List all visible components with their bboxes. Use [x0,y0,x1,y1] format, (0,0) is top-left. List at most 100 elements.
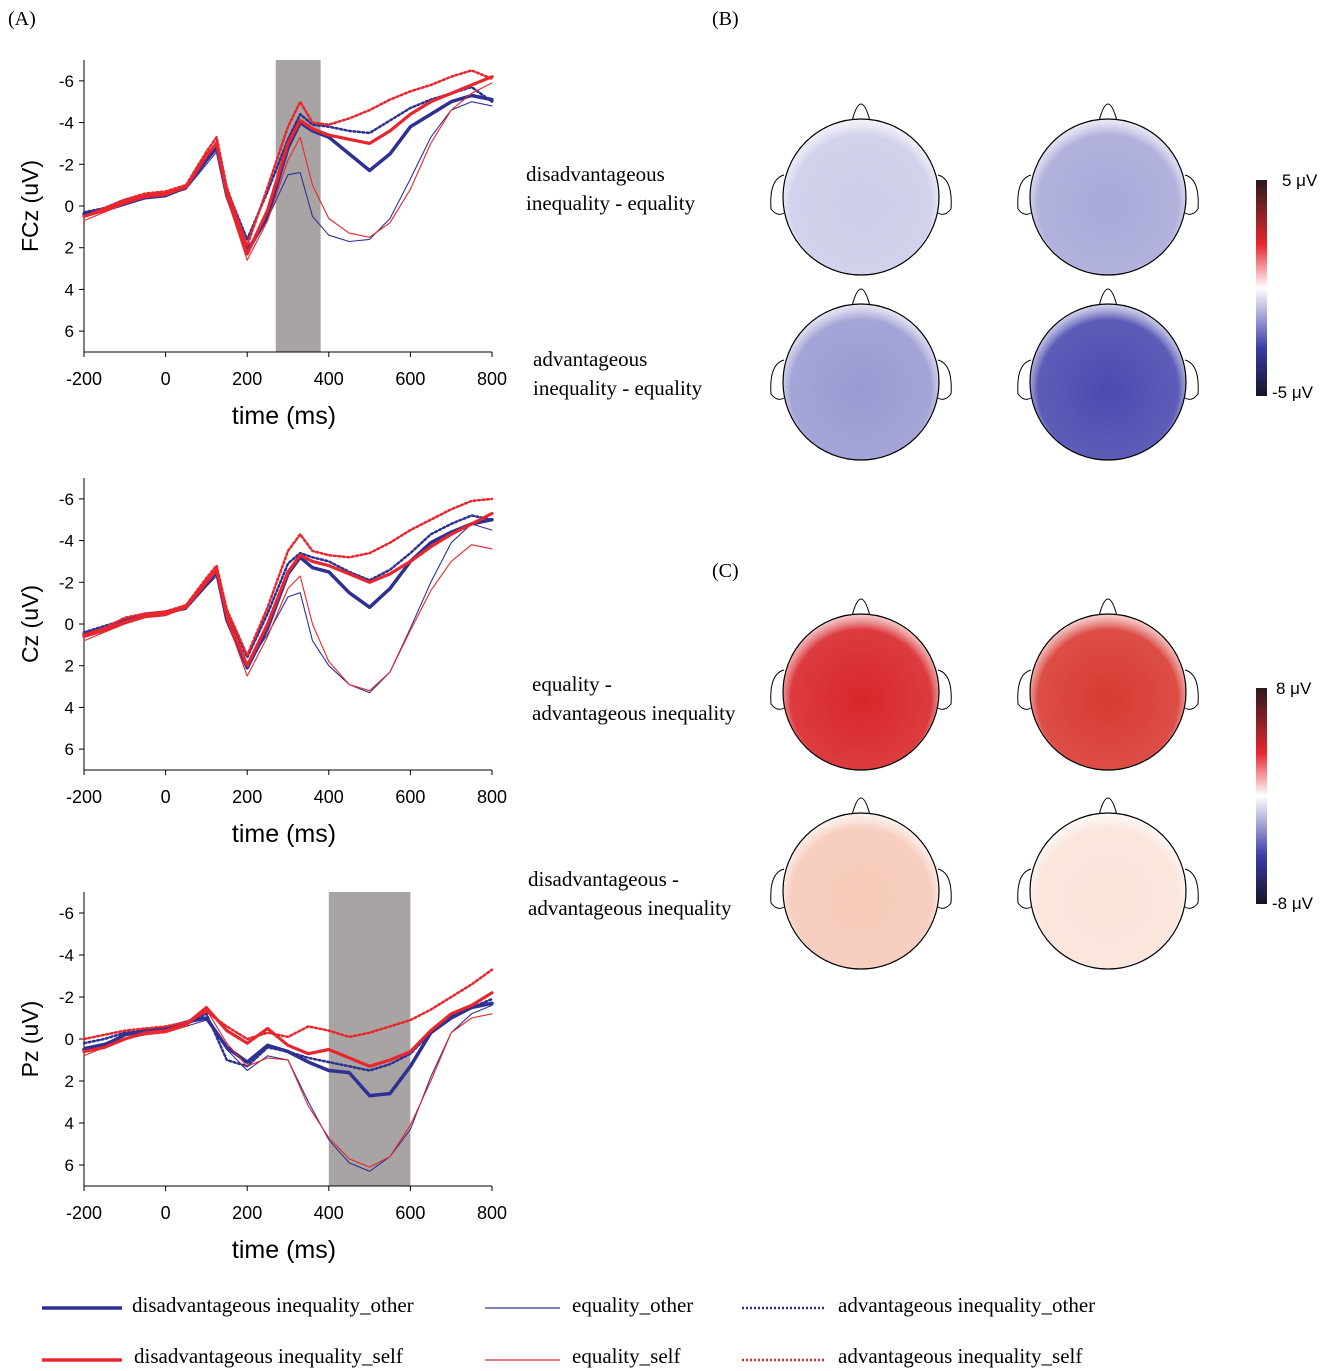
x-tick-label: 400 [314,1203,344,1223]
x-axis-label: time (ms) [232,1236,336,1264]
head-map-r2-c2 [1017,288,1199,461]
label-line: advantageous [533,347,648,371]
erp-series-line [82,514,494,659]
erp-series-line [82,69,494,247]
x-tick-label: -200 [66,787,102,807]
head-nose [1098,598,1118,617]
y-tick-label: -6 [59,490,74,509]
x-tick-label: -200 [66,1203,102,1223]
y-tick-label: 6 [65,740,74,759]
x-tick-label: 400 [314,787,344,807]
legend-label: equality_self [572,1344,681,1368]
y-tick-label: 2 [65,657,74,676]
legend: disadvantageous inequality_other equalit… [0,1280,1330,1371]
erp-series-line [82,511,494,668]
legend-label: disadvantageous inequality_other [132,1293,414,1317]
head-nose [851,797,871,816]
head-ear-left [1017,359,1032,400]
y-tick-label: -2 [59,573,74,592]
y-tick-label: 4 [65,698,74,717]
label-line: disadvantageous [526,162,665,186]
y-axis-label: FCz (uV) [17,160,43,252]
label-line: inequality - equality [526,191,696,215]
head-ear-right [1184,359,1199,400]
label-line: disadvantageous - [528,867,680,891]
head-circle [782,118,940,276]
topo-maps [770,103,1199,970]
head-circle [782,303,940,461]
x-axis-label: time (ms) [232,820,336,848]
x-tick-label: 800 [477,1203,507,1223]
y-tick-label: -4 [59,532,74,551]
head-circle [1029,118,1187,276]
head-map-r1-c2 [1017,103,1199,276]
head-circle [1029,613,1187,771]
y-tick-label: 0 [65,1030,74,1049]
y-tick-label: 2 [65,239,74,258]
x-tick-label: 0 [161,1203,171,1223]
topo-c-row1-label: equality - advantageous inequality [532,670,736,728]
head-ear-right [1184,868,1199,909]
x-tick-label: 200 [232,787,262,807]
x-tick-label: 400 [314,369,344,389]
colorbar-b [1256,180,1267,396]
erp-plot-1: -6 -4 -2 0 2 4 6 -200 0 200 400 600 800 time (ms) FCz … [17,60,507,430]
legend-label: advantageous inequality_other [838,1293,1096,1317]
head-circle [782,812,940,970]
panel-label-a: (A) [8,8,36,30]
head-nose [1098,797,1118,816]
head-circle [1029,303,1187,461]
head-ear-left [770,868,785,909]
head-map-r3-c1 [770,598,952,771]
head-ear-left [770,359,785,400]
head-nose [851,288,871,307]
head-map-r1-c1 [770,103,952,276]
erp-series-line [82,517,494,670]
head-map-r4-c2 [1017,797,1199,970]
erp-plot-3: -6 -4 -2 0 2 4 6 -200 0 200 400 600 800 time (ms) Pz (… [17,892,507,1264]
shaded-window [328,892,411,1186]
topo-b-row1-label: disadvantageous inequality - equality [526,160,695,218]
head-nose [851,598,871,617]
y-tick-label: 0 [65,615,74,634]
y-tick-label: -2 [59,988,74,1007]
head-ear-right [1184,174,1199,215]
y-axis-label: Cz (uV) [17,585,43,663]
head-map-r4-c1 [770,797,952,970]
head-ear-left [1017,868,1032,909]
head-ear-right [1184,669,1199,710]
head-ear-right [937,359,952,400]
head-ear-left [770,174,785,215]
head-ear-right [937,868,952,909]
colorbar-c-max: 8 μV [1276,679,1312,698]
x-tick-label: 800 [477,369,507,389]
head-ear-right [937,174,952,215]
head-nose [1098,103,1118,122]
erp-series-line [82,75,494,256]
x-tick-label: 200 [232,369,262,389]
y-tick-label: 4 [65,280,74,299]
label-line: equality - [532,672,612,696]
x-tick-label: 600 [395,1203,425,1223]
x-tick-label: 200 [232,1203,262,1223]
head-map-r2-c1 [770,288,952,461]
panel-label-b: (B) [712,8,739,30]
head-ear-left [770,669,785,710]
x-tick-label: 0 [161,369,171,389]
colorbar-c-min: -8 μV [1272,894,1313,913]
erp-series-line [83,544,493,692]
head-ear-left [1017,669,1032,710]
erp-series-line [82,968,494,1041]
x-axis-label: time (ms) [232,402,336,430]
colorbar-c [1256,688,1267,904]
legend-label: equality_other [572,1293,694,1317]
erp-series-line [82,497,494,657]
head-circle [1029,812,1187,970]
y-tick-label: 2 [65,1072,74,1091]
panel-label-c: (C) [712,560,739,582]
y-tick-label: -2 [59,155,74,174]
label-line: advantageous inequality [528,896,732,920]
y-tick-label: 0 [65,197,74,216]
head-map-r3-c2 [1017,598,1199,771]
